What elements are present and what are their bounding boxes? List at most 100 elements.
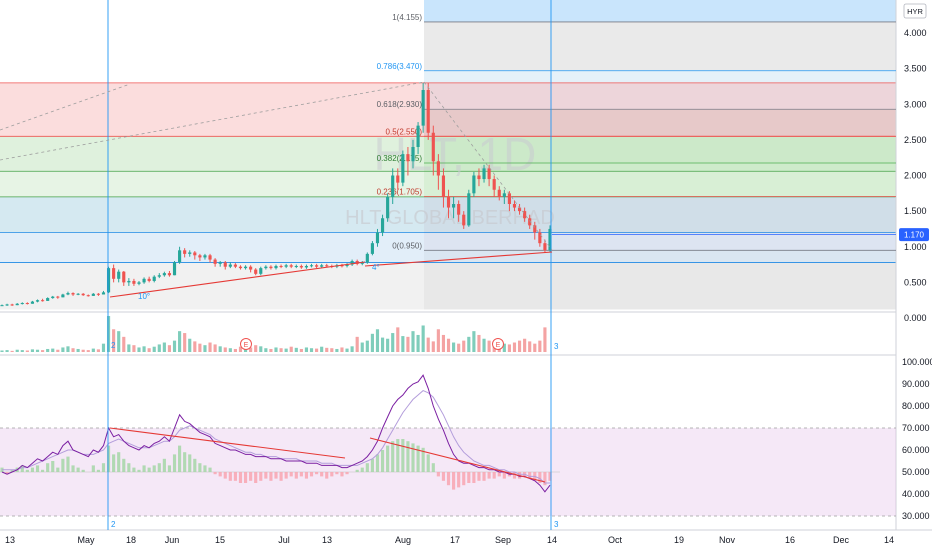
candle-body (223, 262, 227, 267)
volume-bar (477, 334, 481, 352)
volume-bar (345, 348, 349, 352)
volume-bar (243, 348, 248, 352)
trend-drawings[interactable]: 10° 4° 2 3 2 3 E E (0, 0, 896, 530)
osc-tick-label: 60.000 (902, 445, 930, 455)
histogram-bar (467, 472, 471, 483)
histogram-bar (441, 472, 446, 481)
time-tick-label: Nov (719, 535, 736, 545)
candle-body (548, 228, 552, 251)
candle-body (41, 300, 45, 302)
candle-body (0, 305, 4, 307)
earnings-label: E (496, 342, 501, 349)
volume-bar (472, 331, 476, 352)
time-axis[interactable]: 13 May 18 Jun 15 Jul 13 Aug 17 Sep 14 Oct 19 Nov 16 Dec… (5, 535, 894, 545)
volume-bar (391, 333, 395, 352)
candle-body (279, 265, 283, 267)
histogram-bar (279, 472, 283, 481)
candle-body (309, 265, 314, 267)
histogram-bar (512, 472, 517, 479)
time-tick-label: Aug (395, 535, 411, 545)
candle-body (436, 161, 440, 176)
time-tick-label: Sep (495, 535, 511, 545)
candle-body (198, 255, 202, 258)
histogram-bar (482, 472, 486, 481)
candle-body (183, 250, 187, 254)
candle-body (172, 262, 177, 276)
histogram-bar (391, 441, 395, 472)
volume-bar (142, 346, 146, 352)
candle-body (213, 259, 217, 264)
volume-bar (370, 333, 374, 352)
time-tick-label: 14 (547, 535, 557, 545)
time-tick-label: 13 (322, 535, 332, 545)
volume-bar (355, 336, 359, 352)
rsi-trendline-1 (109, 427, 346, 459)
candle-body (208, 255, 212, 260)
volume-bar (172, 340, 177, 352)
candle-body (106, 268, 111, 293)
histogram-bar (345, 472, 349, 475)
rsi-line (1, 374, 551, 493)
histogram-bar (477, 472, 481, 481)
candle-body (284, 265, 288, 267)
candle-body (446, 196, 451, 208)
zone-band (0, 232, 896, 263)
histogram-bar (284, 472, 288, 479)
histogram-bar (35, 465, 40, 472)
histogram-bar (112, 454, 116, 472)
volume-bar (543, 327, 547, 352)
volume-bar (61, 347, 65, 352)
candle-body (243, 266, 248, 269)
volume-bar (446, 338, 451, 352)
histogram-bar (76, 467, 80, 472)
histogram-bar (304, 472, 309, 479)
volume-bars (0, 316, 547, 352)
oscillator-axis[interactable]: 100.000 90.000 80.000 70.000 60.000 50.000 40.… (902, 357, 932, 521)
histogram-bar (274, 472, 278, 479)
candle-body (289, 265, 293, 267)
trendline-support-1 (109, 261, 366, 298)
fib-label: 0.618(2.930) (377, 100, 423, 109)
price-axis[interactable]: 4.000 3.500 3.000 2.500 2.000 1.500 1.000 0.500… (904, 28, 927, 323)
rsi-ma-line (2, 390, 550, 484)
histogram-bar (452, 472, 456, 490)
histogram-bar (264, 472, 268, 479)
candle-body (406, 154, 410, 162)
volume-bar (203, 345, 207, 352)
volume-bar (528, 341, 532, 352)
earnings-marker (492, 338, 504, 350)
histogram-bar (457, 472, 461, 488)
volume-bar (51, 348, 55, 352)
volume-bar (81, 349, 85, 352)
histogram-bar (188, 454, 192, 472)
histogram-bar (223, 472, 227, 479)
time-tick-label: Oct (608, 535, 623, 545)
candle-body (365, 253, 369, 263)
histogram-bar (299, 472, 303, 477)
histogram-bar (538, 472, 542, 483)
candle-body (411, 147, 415, 162)
histogram-bar (360, 467, 364, 472)
histogram-bar (56, 467, 60, 472)
angle-label-right: 4° (372, 263, 380, 272)
osc-tick-label: 70.000 (902, 423, 930, 433)
candle-body (56, 296, 60, 298)
volume-bar (30, 349, 35, 352)
marker-label-right: 3 (554, 342, 559, 351)
histogram-bar (30, 467, 35, 472)
candle-body (482, 168, 486, 180)
volume-bar (188, 338, 192, 352)
volume-bar (441, 334, 446, 352)
time-tick-label: Jun (165, 535, 180, 545)
candle-body (218, 262, 222, 264)
histogram-bar (320, 472, 324, 477)
histogram-bar (472, 472, 476, 483)
volume-bar (157, 344, 161, 352)
candle-body (325, 265, 329, 267)
symbol-tag[interactable] (903, 3, 927, 19)
volume-bar (401, 336, 405, 352)
histogram-bar (386, 445, 390, 472)
histogram-bar (528, 472, 532, 479)
candle-body (167, 273, 172, 276)
